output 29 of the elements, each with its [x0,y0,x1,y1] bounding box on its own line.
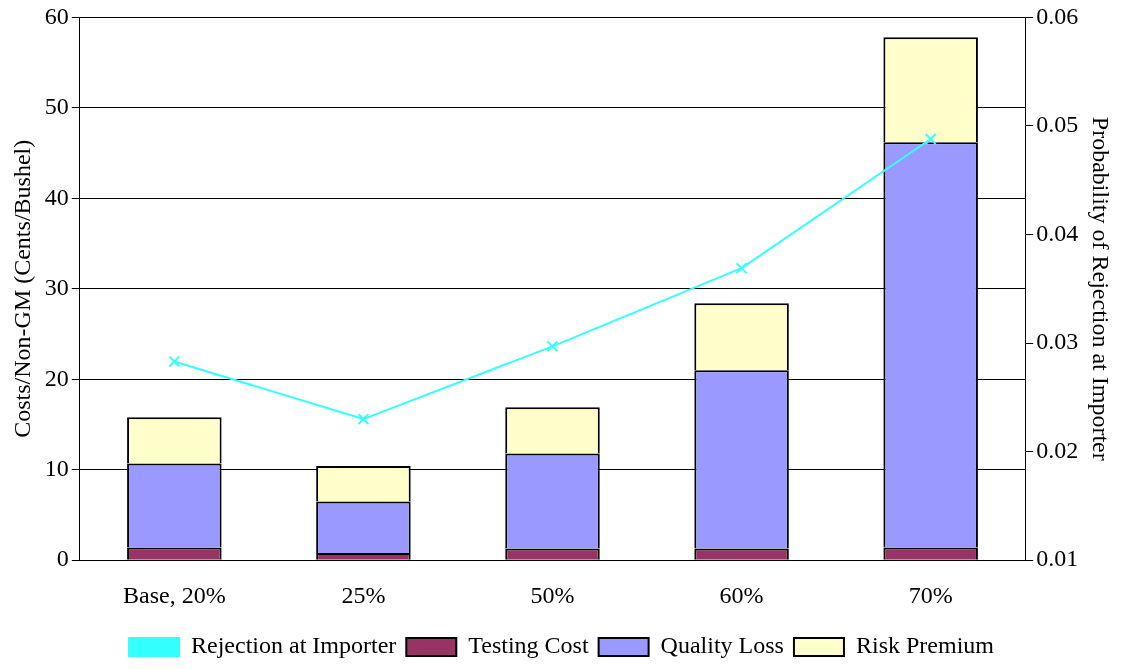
x-tick-label: 25% [341,581,386,608]
x-tick-label: 60% [719,581,764,608]
y-tick-label: 60 [44,2,69,29]
y2-tick-label: 0.01 [1036,545,1079,572]
y-tick-label: 10 [44,455,69,482]
legend-label: Testing Cost [468,632,589,659]
y2-tick-label: 0.06 [1036,2,1079,29]
y-axis-title: Costs/Non-GM (Cents/Bushel) [8,139,35,438]
point [735,262,748,275]
y2-tick-label: 0.03 [1036,328,1079,355]
y-tick-label: 40 [44,183,69,210]
y2-tick-label: 0.02 [1036,436,1079,463]
y2-axis-title: Probability of Rejection at Importer [1088,116,1115,461]
y2-tick-label: 0.04 [1036,219,1079,246]
point [168,355,181,368]
point [546,340,559,353]
legend-label: Rejection at Importer [191,632,397,659]
legend-label: Risk Premium [855,632,995,659]
y-tick-label: 30 [44,274,69,301]
point [357,413,370,426]
point [924,133,937,145]
x-tick-label: 70% [908,581,953,608]
x-tick-label: Base, 20% [123,581,226,608]
x-tick-label: 50% [530,581,575,608]
y-tick-label: 20 [44,364,69,391]
y2-tick-label: 0.05 [1036,111,1079,138]
y-tick-label: 0 [56,545,69,572]
y-tick-label: 50 [44,93,69,120]
legend-label: Quality Loss [660,632,784,659]
